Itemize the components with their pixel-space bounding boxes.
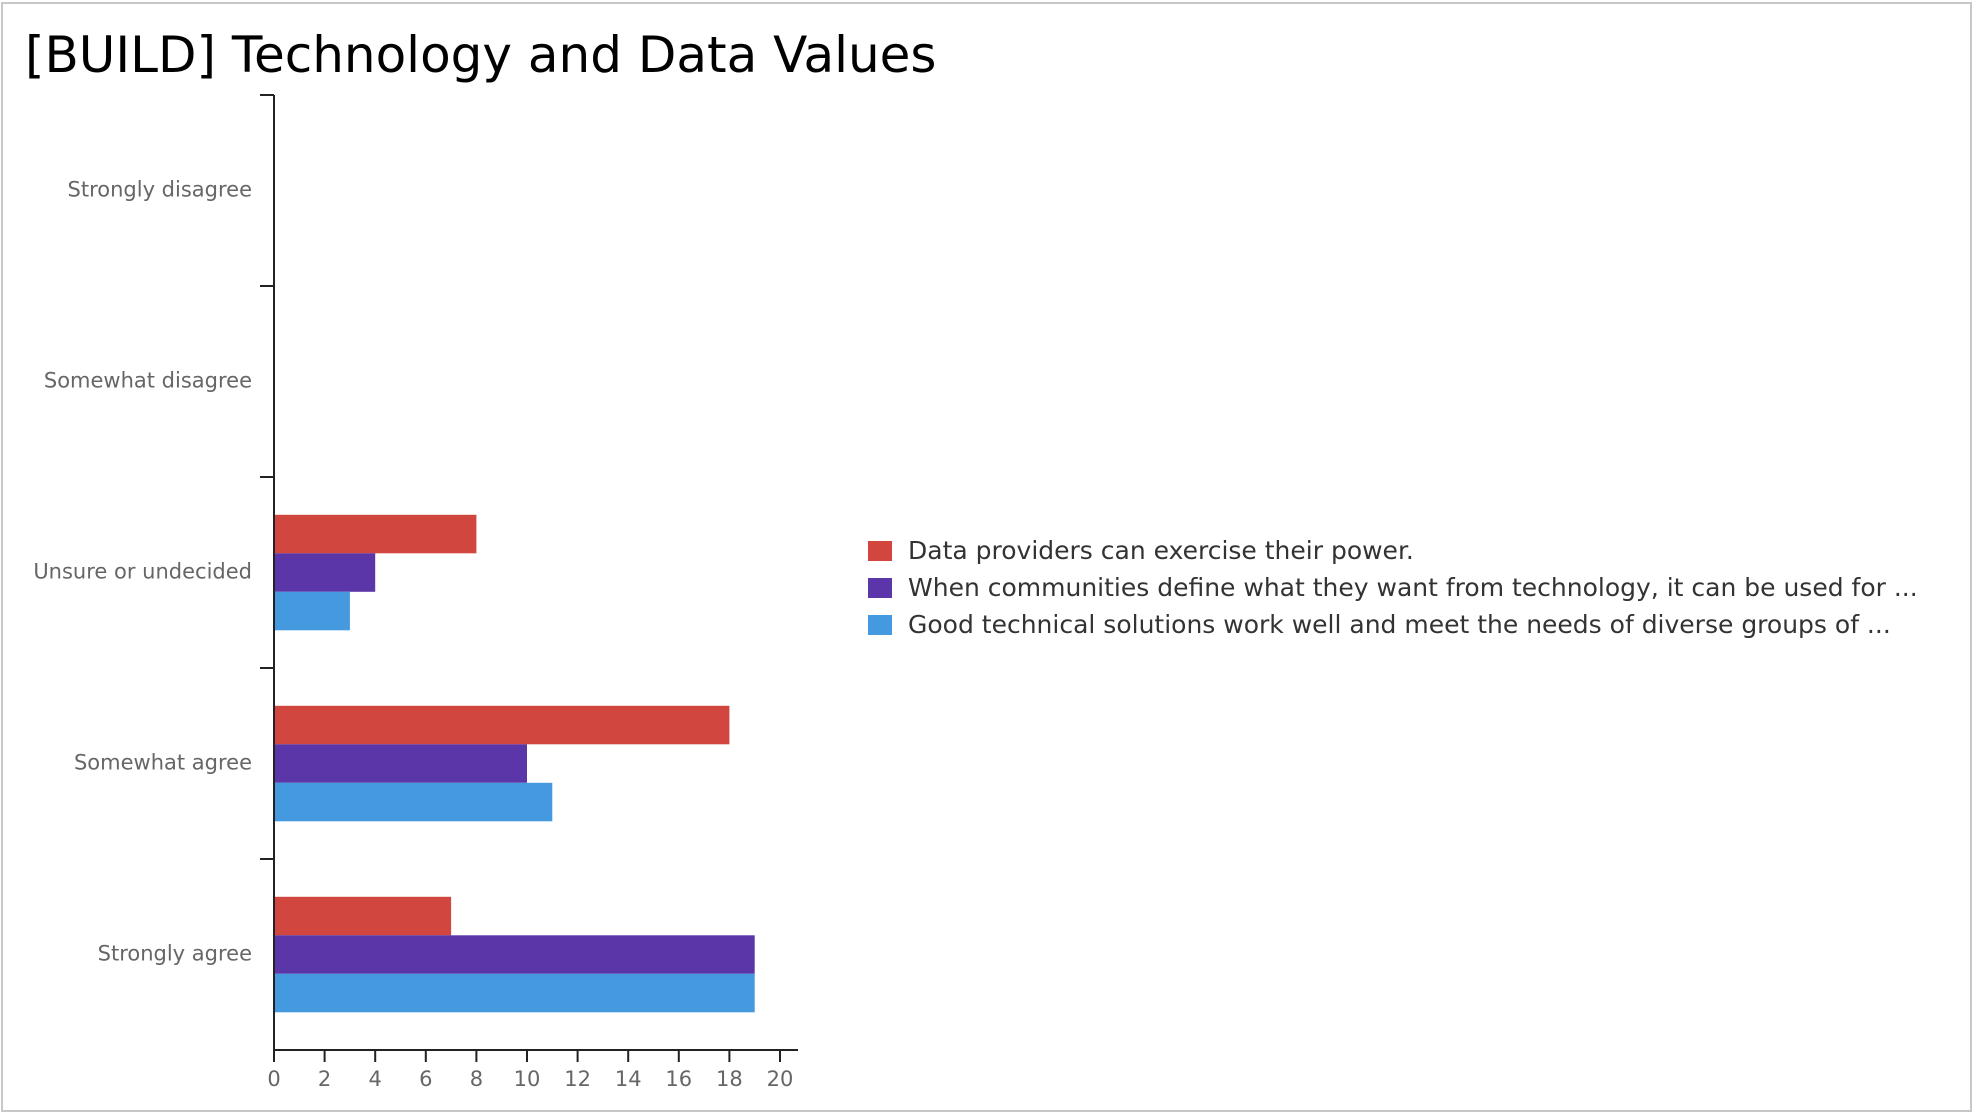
- legend-swatch-1: [868, 577, 892, 598]
- bar-3-2: [274, 782, 553, 822]
- x-tick-label-0: 0: [267, 1067, 280, 1091]
- legend-item-2: Good technical solutions work well and m…: [868, 606, 1918, 643]
- y-tick-label-0: Strongly disagree: [68, 178, 252, 202]
- bar-2-1: [274, 553, 376, 592]
- legend-swatch-0: [868, 540, 892, 561]
- x-tick-label-3: 6: [419, 1067, 432, 1091]
- bar-4-0: [274, 896, 452, 936]
- y-tick-label-3: Somewhat agree: [74, 751, 252, 775]
- bar-3-0: [274, 705, 730, 745]
- x-tick-label-4: 8: [470, 1067, 483, 1091]
- legend-item-0: Data providers can exercise their power.: [868, 532, 1918, 569]
- x-tick-label-5: 10: [514, 1067, 541, 1091]
- legend-item-1: When communities define what they want f…: [868, 569, 1918, 606]
- y-tick-label-4: Strongly agree: [98, 942, 252, 966]
- x-tick-label-2: 4: [369, 1067, 382, 1091]
- legend-swatch-2: [868, 614, 892, 635]
- bar-2-0: [274, 514, 477, 554]
- y-tick-label-2: Unsure or undecided: [33, 560, 252, 584]
- x-tick-label-7: 14: [615, 1067, 642, 1091]
- bar-4-1: [274, 935, 755, 974]
- legend-label-1: When communities define what they want f…: [908, 573, 1918, 602]
- x-tick-label-10: 20: [767, 1067, 794, 1091]
- slide-title: [BUILD] Technology and Data Values: [25, 26, 937, 84]
- bar-4-2: [274, 973, 755, 1013]
- y-tick-label-1: Somewhat disagree: [44, 369, 252, 393]
- bar-2-2: [274, 591, 350, 631]
- x-tick-label-1: 2: [318, 1067, 331, 1091]
- x-tick-label-6: 12: [564, 1067, 591, 1091]
- legend-label-0: Data providers can exercise their power.: [908, 536, 1414, 565]
- x-tick-label-8: 16: [665, 1067, 692, 1091]
- legend-label-2: Good technical solutions work well and m…: [908, 610, 1891, 639]
- x-tick-label-9: 18: [716, 1067, 743, 1091]
- bar-3-1: [274, 744, 527, 783]
- chart-legend: Data providers can exercise their power.…: [868, 532, 1918, 643]
